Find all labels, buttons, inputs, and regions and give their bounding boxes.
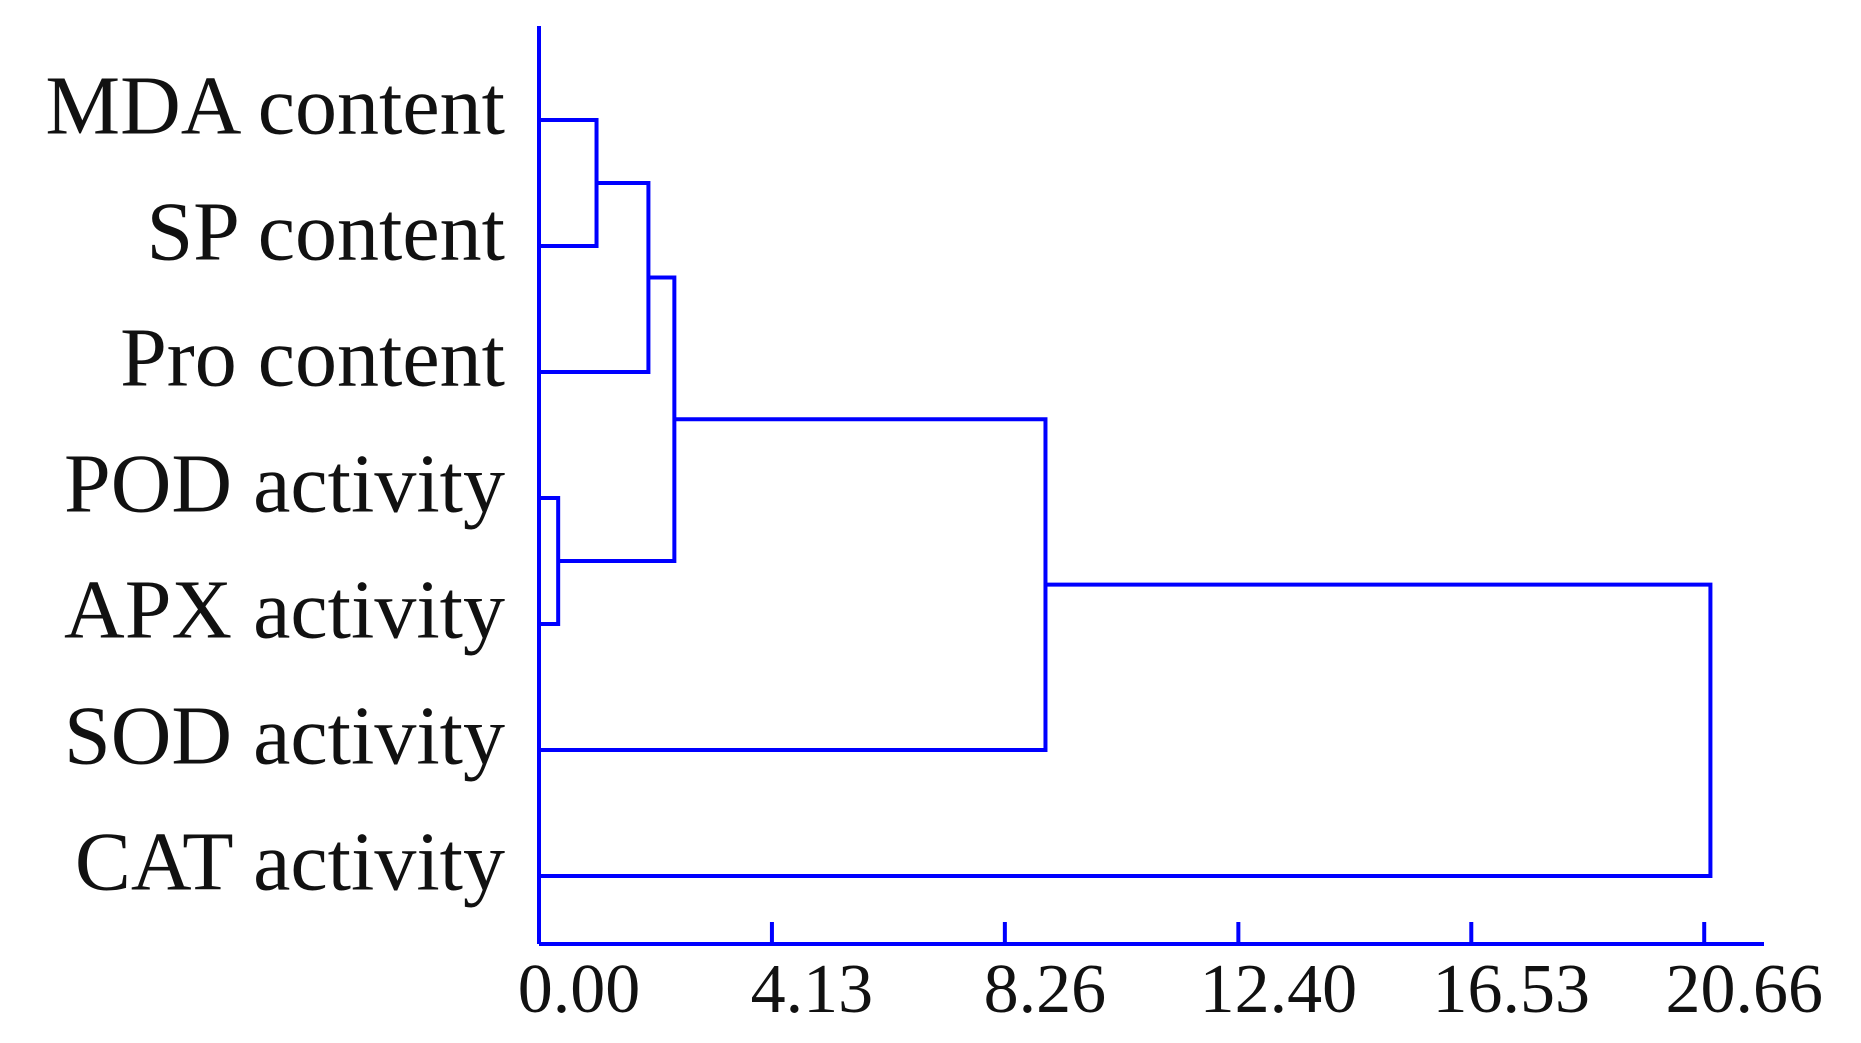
leaf-label: APX activity: [64, 563, 505, 656]
x-tick-label: 20.66: [1665, 951, 1823, 1028]
x-tick-label: 12.40: [1200, 951, 1358, 1028]
dendrogram-link: [539, 417, 1048, 752]
dendrogram-link: [558, 275, 677, 563]
x-tick-label: 8.26: [984, 951, 1107, 1028]
dendrogram-link: [539, 118, 599, 248]
leaf-label: SOD activity: [64, 689, 505, 782]
leaf-label: CAT activity: [75, 815, 505, 908]
dendrogram-link: [539, 582, 1713, 878]
x-tick-label: 16.53: [1433, 951, 1591, 1028]
x-tick-label: 4.13: [751, 951, 874, 1028]
dendrogram-link: [539, 496, 561, 626]
leaf-label: Pro content: [120, 311, 505, 404]
dendrogram-link: [539, 181, 651, 374]
leaf-label: POD activity: [64, 437, 505, 530]
leaf-label: MDA content: [45, 59, 505, 152]
leaf-label: SP content: [146, 185, 505, 278]
x-tick-label: 0.00: [518, 951, 641, 1028]
